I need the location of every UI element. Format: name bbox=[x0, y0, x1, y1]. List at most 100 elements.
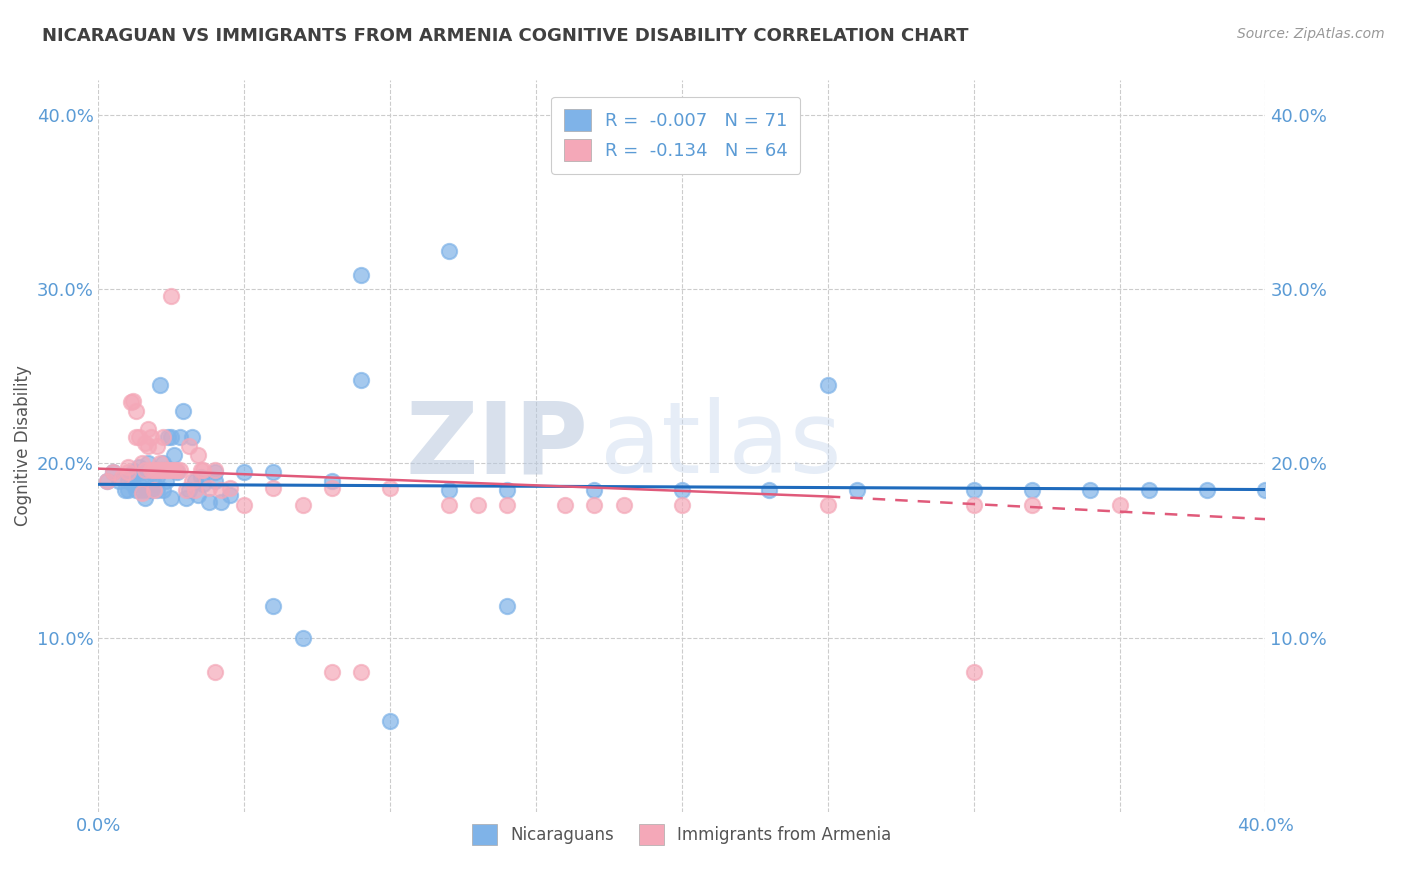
Point bbox=[962, 498, 984, 512]
Point bbox=[134, 474, 156, 488]
Point bbox=[122, 477, 145, 491]
Point bbox=[134, 463, 156, 477]
Point bbox=[152, 483, 174, 497]
Point bbox=[554, 498, 576, 512]
Text: atlas: atlas bbox=[600, 398, 842, 494]
Point bbox=[125, 404, 148, 418]
Point bbox=[146, 483, 169, 497]
Point bbox=[190, 463, 212, 477]
Point bbox=[146, 439, 169, 453]
Point bbox=[134, 491, 156, 506]
Text: Source: ZipAtlas.com: Source: ZipAtlas.com bbox=[1237, 27, 1385, 41]
Point bbox=[496, 599, 519, 614]
Point bbox=[187, 488, 209, 502]
Point bbox=[233, 498, 256, 512]
Point bbox=[149, 378, 172, 392]
Point bbox=[321, 665, 343, 680]
Point bbox=[136, 483, 159, 497]
Point bbox=[155, 474, 177, 488]
Point bbox=[291, 498, 314, 512]
Point bbox=[177, 439, 200, 453]
Point bbox=[117, 474, 139, 488]
Point bbox=[125, 483, 148, 497]
Point bbox=[180, 474, 202, 488]
Point bbox=[131, 483, 153, 497]
Point bbox=[350, 373, 373, 387]
Point bbox=[117, 465, 139, 479]
Point bbox=[262, 465, 284, 479]
Point bbox=[198, 494, 221, 508]
Point bbox=[157, 463, 180, 477]
Point bbox=[1108, 498, 1130, 512]
Point bbox=[758, 483, 780, 497]
Point bbox=[233, 465, 256, 479]
Point bbox=[193, 477, 215, 491]
Point bbox=[380, 481, 402, 495]
Point bbox=[125, 465, 148, 479]
Point bbox=[218, 488, 240, 502]
Point bbox=[262, 599, 284, 614]
Point bbox=[136, 457, 159, 471]
Point bbox=[187, 448, 209, 462]
Point bbox=[142, 477, 165, 491]
Point bbox=[169, 430, 191, 444]
Point bbox=[120, 395, 142, 409]
Point bbox=[134, 435, 156, 450]
Point bbox=[380, 714, 402, 728]
Legend: Nicaraguans, Immigrants from Armenia: Nicaraguans, Immigrants from Armenia bbox=[463, 814, 901, 855]
Point bbox=[183, 483, 205, 497]
Text: NICARAGUAN VS IMMIGRANTS FROM ARMENIA COGNITIVE DISABILITY CORRELATION CHART: NICARAGUAN VS IMMIGRANTS FROM ARMENIA CO… bbox=[42, 27, 969, 45]
Point bbox=[101, 465, 124, 479]
Point bbox=[152, 463, 174, 477]
Point bbox=[125, 430, 148, 444]
Point bbox=[204, 665, 226, 680]
Point bbox=[117, 483, 139, 497]
Point bbox=[190, 470, 212, 484]
Point bbox=[321, 474, 343, 488]
Point bbox=[111, 470, 134, 484]
Point bbox=[583, 483, 606, 497]
Point bbox=[142, 465, 165, 479]
Point bbox=[350, 665, 373, 680]
Point bbox=[209, 494, 232, 508]
Point bbox=[1021, 483, 1043, 497]
Point bbox=[962, 665, 984, 680]
Point bbox=[139, 483, 162, 497]
Point bbox=[122, 465, 145, 479]
Point bbox=[583, 498, 606, 512]
Point bbox=[142, 463, 165, 477]
Point bbox=[139, 465, 162, 479]
Point bbox=[152, 430, 174, 444]
Point bbox=[120, 470, 142, 484]
Point bbox=[96, 474, 118, 488]
Point bbox=[291, 631, 314, 645]
Point bbox=[149, 457, 172, 471]
Point bbox=[496, 498, 519, 512]
Point bbox=[437, 483, 460, 497]
Point bbox=[183, 474, 205, 488]
Point bbox=[155, 463, 177, 477]
Point bbox=[166, 463, 188, 477]
Point bbox=[437, 498, 460, 512]
Point bbox=[321, 481, 343, 495]
Point bbox=[962, 483, 984, 497]
Point bbox=[117, 459, 139, 474]
Point bbox=[131, 486, 153, 500]
Point bbox=[177, 483, 200, 497]
Point bbox=[209, 483, 232, 497]
Point bbox=[350, 268, 373, 283]
Point bbox=[96, 474, 118, 488]
Point bbox=[152, 457, 174, 471]
Point bbox=[204, 463, 226, 477]
Point bbox=[101, 465, 124, 479]
Point bbox=[169, 463, 191, 477]
Point bbox=[131, 457, 153, 471]
Point bbox=[160, 463, 183, 477]
Point bbox=[198, 481, 221, 495]
Point bbox=[128, 459, 150, 474]
Point bbox=[671, 498, 693, 512]
Point bbox=[172, 404, 194, 418]
Point bbox=[166, 465, 188, 479]
Point bbox=[163, 448, 186, 462]
Point bbox=[1021, 498, 1043, 512]
